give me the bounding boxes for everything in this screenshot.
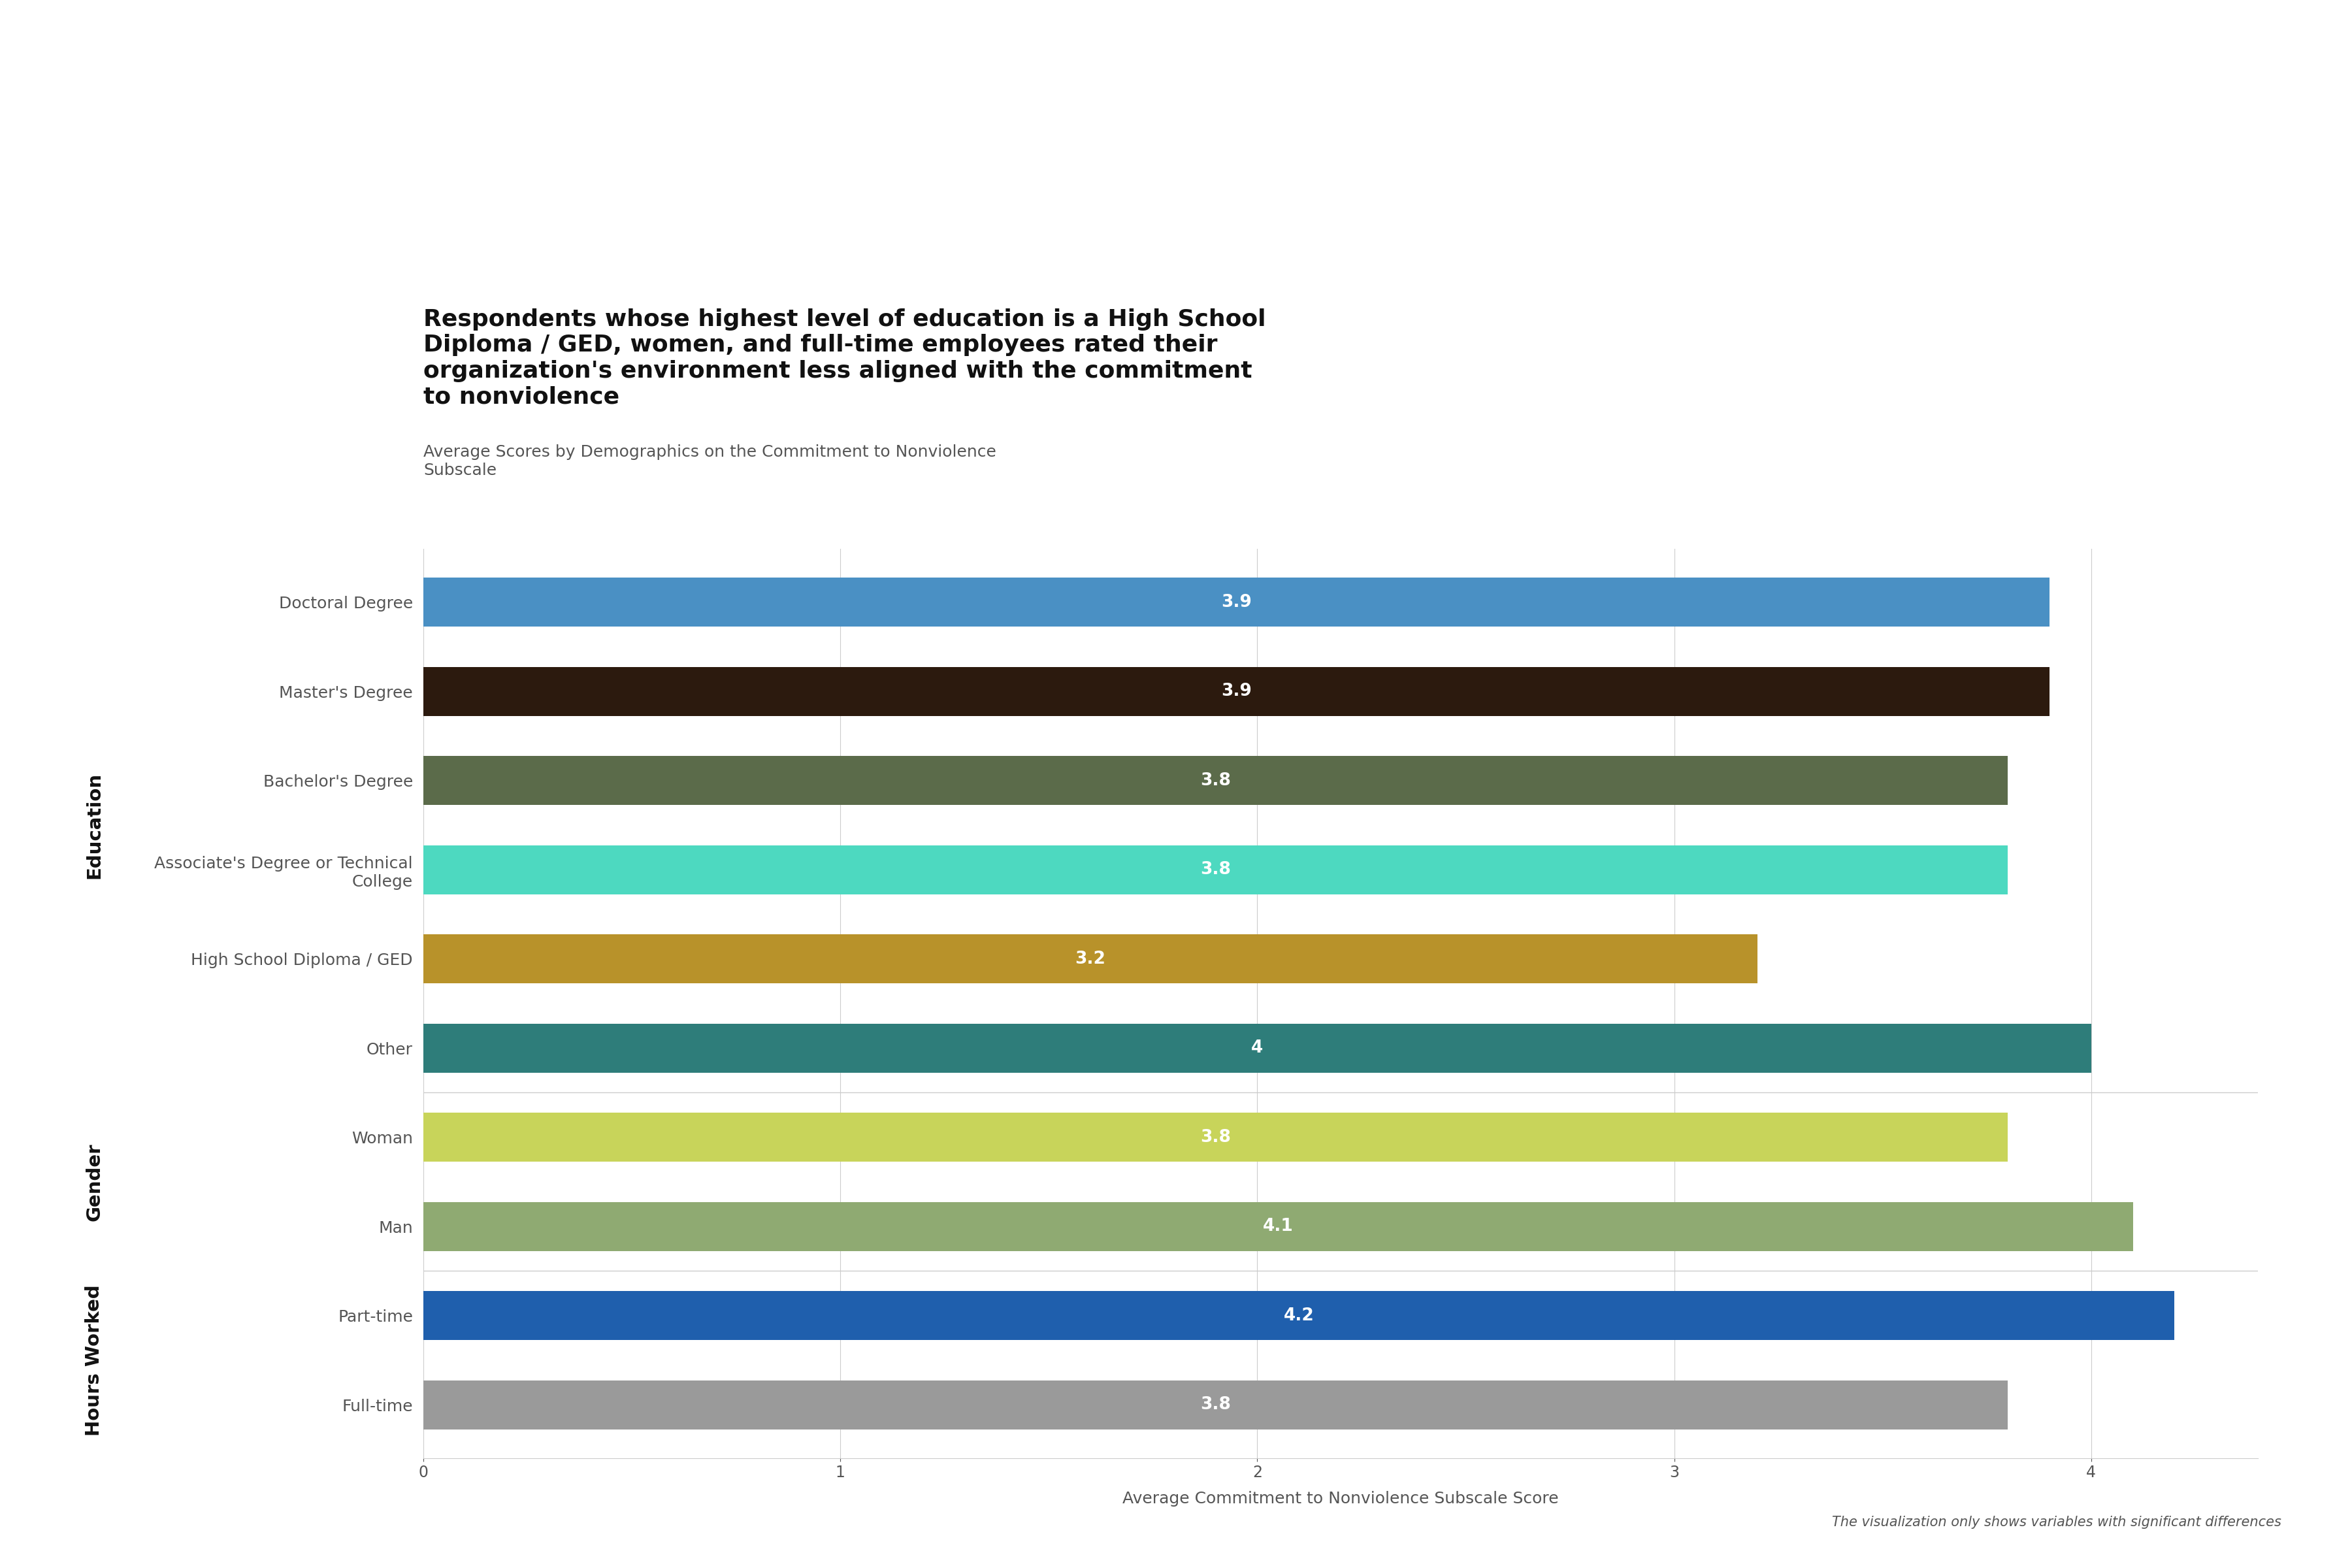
Text: 4: 4 bbox=[1251, 1040, 1263, 1057]
X-axis label: Average Commitment to Nonviolence Subscale Score: Average Commitment to Nonviolence Subsca… bbox=[1122, 1491, 1559, 1507]
Bar bbox=[423, 845, 2009, 894]
Text: Hours Worked: Hours Worked bbox=[85, 1284, 103, 1436]
Text: Gender: Gender bbox=[85, 1143, 103, 1221]
Bar bbox=[423, 935, 1757, 983]
Text: 3.9: 3.9 bbox=[1221, 684, 1251, 699]
Text: 3.2: 3.2 bbox=[1075, 950, 1105, 967]
Bar bbox=[423, 1203, 2133, 1251]
Text: Average Scores by Demographics on the Commitment to Nonviolence
Subscale: Average Scores by Demographics on the Co… bbox=[423, 444, 997, 478]
Text: 3.8: 3.8 bbox=[1200, 771, 1230, 789]
Bar bbox=[423, 1024, 2091, 1073]
Text: 4.2: 4.2 bbox=[1284, 1308, 1315, 1323]
Bar bbox=[423, 666, 2049, 717]
Text: 3.9: 3.9 bbox=[1221, 594, 1251, 612]
Text: Education: Education bbox=[85, 771, 103, 878]
Bar bbox=[423, 1113, 2009, 1162]
Text: The visualization only shows variables with significant differences: The visualization only shows variables w… bbox=[1832, 1516, 2281, 1529]
Bar bbox=[423, 577, 2049, 627]
Bar bbox=[423, 1290, 2176, 1341]
Bar bbox=[423, 1380, 2009, 1430]
Text: 3.8: 3.8 bbox=[1200, 861, 1230, 878]
Text: 3.8: 3.8 bbox=[1200, 1396, 1230, 1413]
Text: 4.1: 4.1 bbox=[1263, 1218, 1294, 1236]
Text: Respondents whose highest level of education is a High School
Diploma / GED, wom: Respondents whose highest level of educa… bbox=[423, 309, 1265, 408]
Bar bbox=[423, 756, 2009, 804]
Text: 3.8: 3.8 bbox=[1200, 1129, 1230, 1146]
